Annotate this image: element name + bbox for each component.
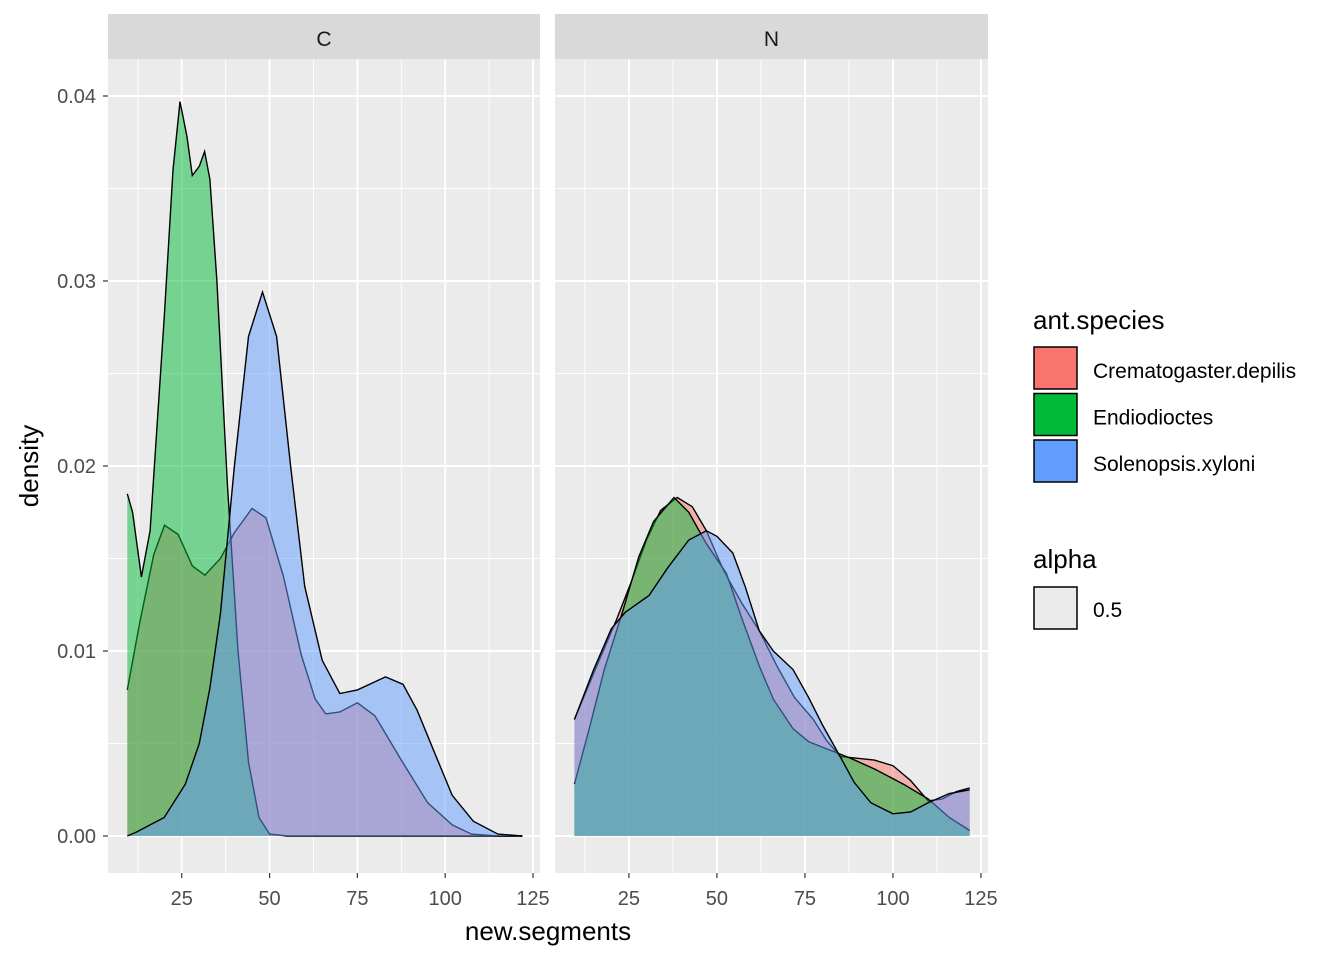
x-tick-label: 75	[794, 888, 816, 910]
panel-N: N 25 50 75 100 125	[555, 14, 998, 910]
density-area-solenopsis-xyloni	[127, 292, 523, 837]
legend-label: Solenopsis.xyloni	[1093, 453, 1255, 476]
legend: ant.species Crematogaster.depilis Endiodi…	[1033, 305, 1296, 630]
x-tick-label: 50	[706, 888, 728, 910]
facet-strip-label: N	[764, 28, 779, 51]
panel-C: C 25 50 75 100 125 0.00 0.01 0.02 0.03 0.04	[57, 14, 550, 910]
x-tick-label: 25	[618, 888, 640, 910]
facet-strip	[108, 14, 540, 59]
y-tick-label: 0.03	[57, 271, 96, 293]
legend-entries: Crematogaster.depilis Endiodioctes Solenop…	[1033, 346, 1296, 483]
alpha-legend-label: 0.5	[1093, 599, 1122, 622]
y-tick-label: 0.01	[57, 641, 96, 663]
y-tick-label: 0.02	[57, 456, 96, 478]
density-line-solenopsis-xyloni	[127, 289, 523, 837]
facet-strip	[555, 14, 988, 59]
x-tick-label: 125	[964, 888, 997, 910]
x-tick-label: 100	[428, 888, 461, 910]
x-tick-label: 125	[516, 888, 549, 910]
facet-panels: C 25 50 75 100 125 0.00 0.01 0.02 0.03 0.04 N 25 50 75…	[57, 14, 998, 910]
alpha-legend-key	[1033, 586, 1078, 630]
alpha-legend-title: alpha	[1033, 544, 1097, 574]
x-tick-label: 100	[876, 888, 909, 910]
x-tick-label: 75	[346, 888, 368, 910]
legend-key-swatch	[1033, 346, 1078, 390]
x-axis-title: new.segments	[465, 916, 631, 946]
legend-title: ant.species	[1033, 305, 1165, 335]
x-tick-label: 25	[171, 888, 193, 910]
y-tick-label: 0.00	[57, 826, 96, 848]
legend-key-swatch	[1033, 392, 1078, 437]
y-tick-label: 0.04	[57, 86, 96, 108]
legend-label: Endiodioctes	[1093, 407, 1213, 430]
density-line-solenopsis-xyloni	[573, 530, 970, 815]
density-area-solenopsis-xyloni	[574, 530, 970, 836]
facet-strip-label: C	[316, 28, 331, 51]
x-tick-label: 50	[258, 888, 280, 910]
legend-key-swatch	[1033, 439, 1078, 483]
legend-label: Crematogaster.depilis	[1093, 360, 1296, 383]
y-axis-title: density	[14, 425, 44, 507]
